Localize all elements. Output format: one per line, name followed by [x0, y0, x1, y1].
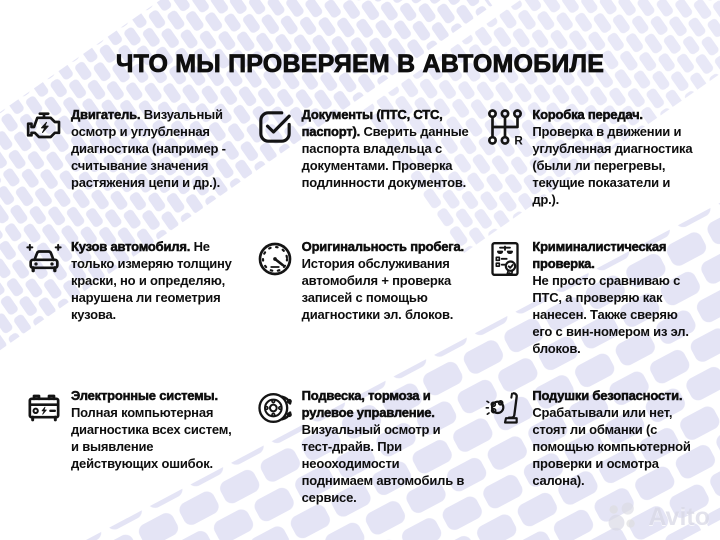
item-desc: Срабатывали или нет, стоят ли обманки (с… — [532, 405, 691, 488]
item-text: Электронные системы. Полная компьютерная… — [71, 387, 239, 472]
item-suspension-brakes: Подвеска, тормоза и рулевое управление. … — [255, 387, 470, 506]
item-lead: Кузов автомобиля. — [71, 239, 191, 255]
item-lead: Двигатель. — [71, 107, 141, 123]
item-documents: Документы (ПТС, СТС, паспорт). Сверить д… — [255, 106, 470, 191]
item-forensic: Криминалистическая проверка. Не просто с… — [485, 238, 700, 357]
item-text: Двигатель. Визуальный осмотр и углубленн… — [71, 106, 239, 191]
item-electronics: Электронные системы. Полная компьютерная… — [24, 387, 239, 472]
avito-dots-logo — [608, 502, 636, 531]
gearbox-reverse-label: R — [515, 135, 524, 148]
item-text: Подвеска, тормоза и рулевое управление. … — [301, 387, 470, 506]
item-lead: Документы (ПТС, СТС, паспорт). — [301, 107, 443, 140]
avito-watermark-label: Avito — [648, 502, 710, 531]
item-desc: Визуальный осмотр и тест-драйв. При неоо… — [301, 422, 465, 505]
item-text: Оригинальность пробега. История обслужив… — [301, 238, 470, 323]
car-body-icon — [24, 239, 64, 279]
item-airbags: Подушки безопасности. Срабатывали или не… — [485, 387, 700, 489]
item-desc: Не только измеряю толщину краски, но и о… — [71, 239, 232, 322]
item-lead: Подвеска, тормоза и рулевое управление. — [301, 388, 435, 421]
item-desc: Проверка в движении и углубленная диагно… — [532, 124, 693, 207]
item-desc: Не просто сравниваю с ПТС, а проверяю ка… — [532, 273, 689, 356]
item-car-body: Кузов автомобиля. Не только измеряю толщ… — [24, 238, 239, 323]
item-lead: Коробка передач. — [532, 107, 643, 123]
item-desc: Визуальный осмотр и углубленная диагност… — [71, 107, 226, 190]
item-text: Коробка передач. Проверка в движении и у… — [532, 106, 700, 208]
item-desc: История обслуживания автомобиля + провер… — [301, 256, 454, 322]
item-text: Криминалистическая проверка. Не просто с… — [532, 238, 700, 357]
item-text: Подушки безопасности. Срабатывали или не… — [532, 387, 700, 489]
item-text: Кузов автомобиля. Не только измеряю толщ… — [71, 238, 239, 323]
item-desc: Полная компьютерная диагностика всех сис… — [71, 405, 232, 471]
item-mileage: Оригинальность пробега. История обслужив… — [255, 238, 470, 323]
avito-watermark: Avito — [605, 502, 710, 532]
item-lead: Электронные системы. — [71, 388, 219, 404]
battery-icon — [24, 388, 64, 428]
document-check-icon — [255, 107, 295, 147]
brake-disc-icon — [255, 388, 295, 428]
gearbox-icon: R — [485, 107, 525, 148]
item-lead: Подушки безопасности. — [532, 388, 683, 404]
item-engine: Двигатель. Визуальный осмотр и углубленн… — [24, 106, 239, 191]
item-lead: Оригинальность пробега. — [301, 239, 464, 255]
airbag-seat-icon — [485, 388, 525, 428]
forensic-document-icon — [485, 239, 525, 279]
item-lead: Криминалистическая проверка. — [532, 239, 667, 272]
item-gearbox: R Коробка передач. Проверка в движении и… — [485, 106, 700, 208]
item-text: Документы (ПТС, СТС, паспорт). Сверить д… — [301, 106, 470, 191]
inspection-grid: Двигатель. Визуальный осмотр и углубленн… — [24, 106, 700, 506]
item-desc: Сверить данные паспорта владельца с доку… — [301, 124, 469, 190]
engine-icon — [24, 107, 64, 147]
page-title: ЧТО МЫ ПРОВЕРЯЕМ В АВТОМОБИЛЕ — [115, 50, 605, 79]
speedometer-icon — [255, 239, 295, 279]
